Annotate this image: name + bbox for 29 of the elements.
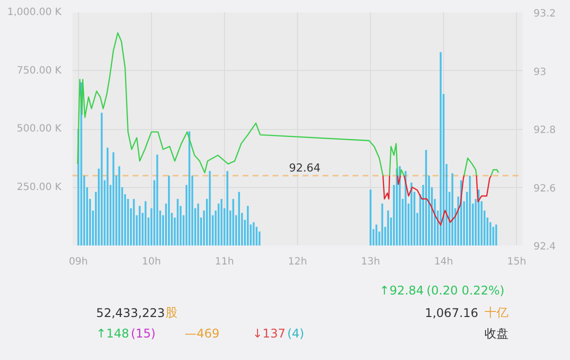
x-tick-label: 12h bbox=[288, 256, 308, 268]
text: 52,433,223 bbox=[96, 306, 165, 320]
text: ↑148 bbox=[96, 326, 130, 340]
y-tick-label: 250.00 K bbox=[16, 182, 62, 193]
text: 股 bbox=[166, 306, 178, 320]
y2-tick-label: 92.6 bbox=[534, 183, 556, 194]
x-tick-label: 11h bbox=[214, 256, 234, 268]
y-tick-label: 500.00 K bbox=[16, 124, 62, 134]
y2-tick-label: 92.8 bbox=[534, 125, 556, 136]
text: (0.20 0.22%) bbox=[426, 284, 504, 298]
text: ↓137 bbox=[252, 326, 286, 340]
y-tick-label: 1,000.00 K bbox=[7, 7, 62, 18]
text: ↑92.84 bbox=[379, 284, 424, 298]
x-tick-label: 10h bbox=[142, 256, 161, 268]
y2-tick-label: 93.2 bbox=[534, 8, 556, 20]
x-tick-label: 09h bbox=[68, 256, 88, 268]
text: —469 bbox=[184, 326, 220, 340]
y-tick-label: 750.00 K bbox=[16, 65, 62, 76]
text: 收盘 bbox=[484, 326, 508, 340]
text: (15) bbox=[130, 326, 156, 340]
ref-line-label: 92.64 bbox=[289, 162, 321, 175]
x-tick-label: 13h bbox=[361, 256, 380, 268]
text: (4) bbox=[287, 326, 304, 340]
y2-tick-label: 93 bbox=[534, 66, 546, 78]
y2-tick-label: 92.4 bbox=[534, 242, 556, 252]
x-tick-label: 15h bbox=[507, 256, 526, 268]
text: 十亿 bbox=[484, 306, 508, 320]
text: 1,067.16 bbox=[424, 306, 478, 320]
x-tick-label: 14h bbox=[434, 256, 454, 268]
